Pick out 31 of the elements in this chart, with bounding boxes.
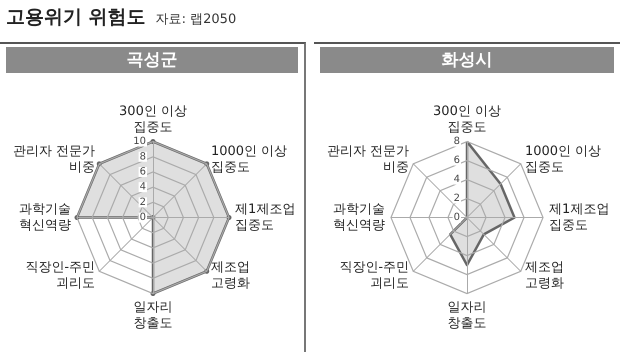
spoke-label: 과학기술 혁신역량: [19, 202, 71, 234]
spoke-label: 제조업 고령화: [210, 260, 250, 292]
spoke-label: 300인 이상 집중도: [433, 104, 501, 136]
y-tick-label: 4: [454, 174, 460, 186]
spoke-label: 과학기술 혁신역량: [333, 202, 385, 234]
y-tick-label: 6: [454, 155, 460, 166]
y-tick-label: 2: [140, 196, 146, 208]
spoke-label: 제1제조업 집중도: [235, 202, 296, 234]
y-tick-label: 2: [454, 193, 460, 204]
spoke-label: 일자리 창출도: [134, 300, 172, 332]
chart-subtitle: 곡성군: [6, 47, 298, 73]
spoke-label: 직장인-주민 괴리도: [339, 260, 410, 292]
spoke-label: 300인 이상 집중도: [119, 104, 187, 136]
y-tick-label: 0: [454, 212, 460, 224]
chart-title: 고용위기 위험도: [6, 5, 146, 30]
spoke-label: 관리자 전문가 비중: [326, 144, 410, 176]
spoke-label: 1000인 이상 집중도: [210, 144, 288, 176]
chart-subtitle: 화성시: [320, 47, 614, 73]
spoke-label: 1000인 이상 집중도: [524, 144, 602, 176]
y-tick-label: 0: [140, 212, 146, 224]
y-tick-label: 8: [140, 151, 146, 162]
y-tick-label: 10: [133, 136, 146, 148]
spoke-label: 관리자 전문가 비중: [12, 144, 96, 176]
y-tick-label: 8: [454, 136, 460, 148]
spoke-label: 직장인-주민 괴리도: [25, 260, 96, 292]
y-tick-label: 6: [140, 166, 146, 178]
spoke-label: 제1제조업 집중도: [549, 202, 610, 234]
spoke-label: 일자리 창출도: [448, 300, 486, 332]
text: 자료: 랩2050: [156, 11, 236, 28]
spoke-label: 제조업 고령화: [524, 260, 564, 292]
y-tick-label: 4: [140, 182, 146, 193]
